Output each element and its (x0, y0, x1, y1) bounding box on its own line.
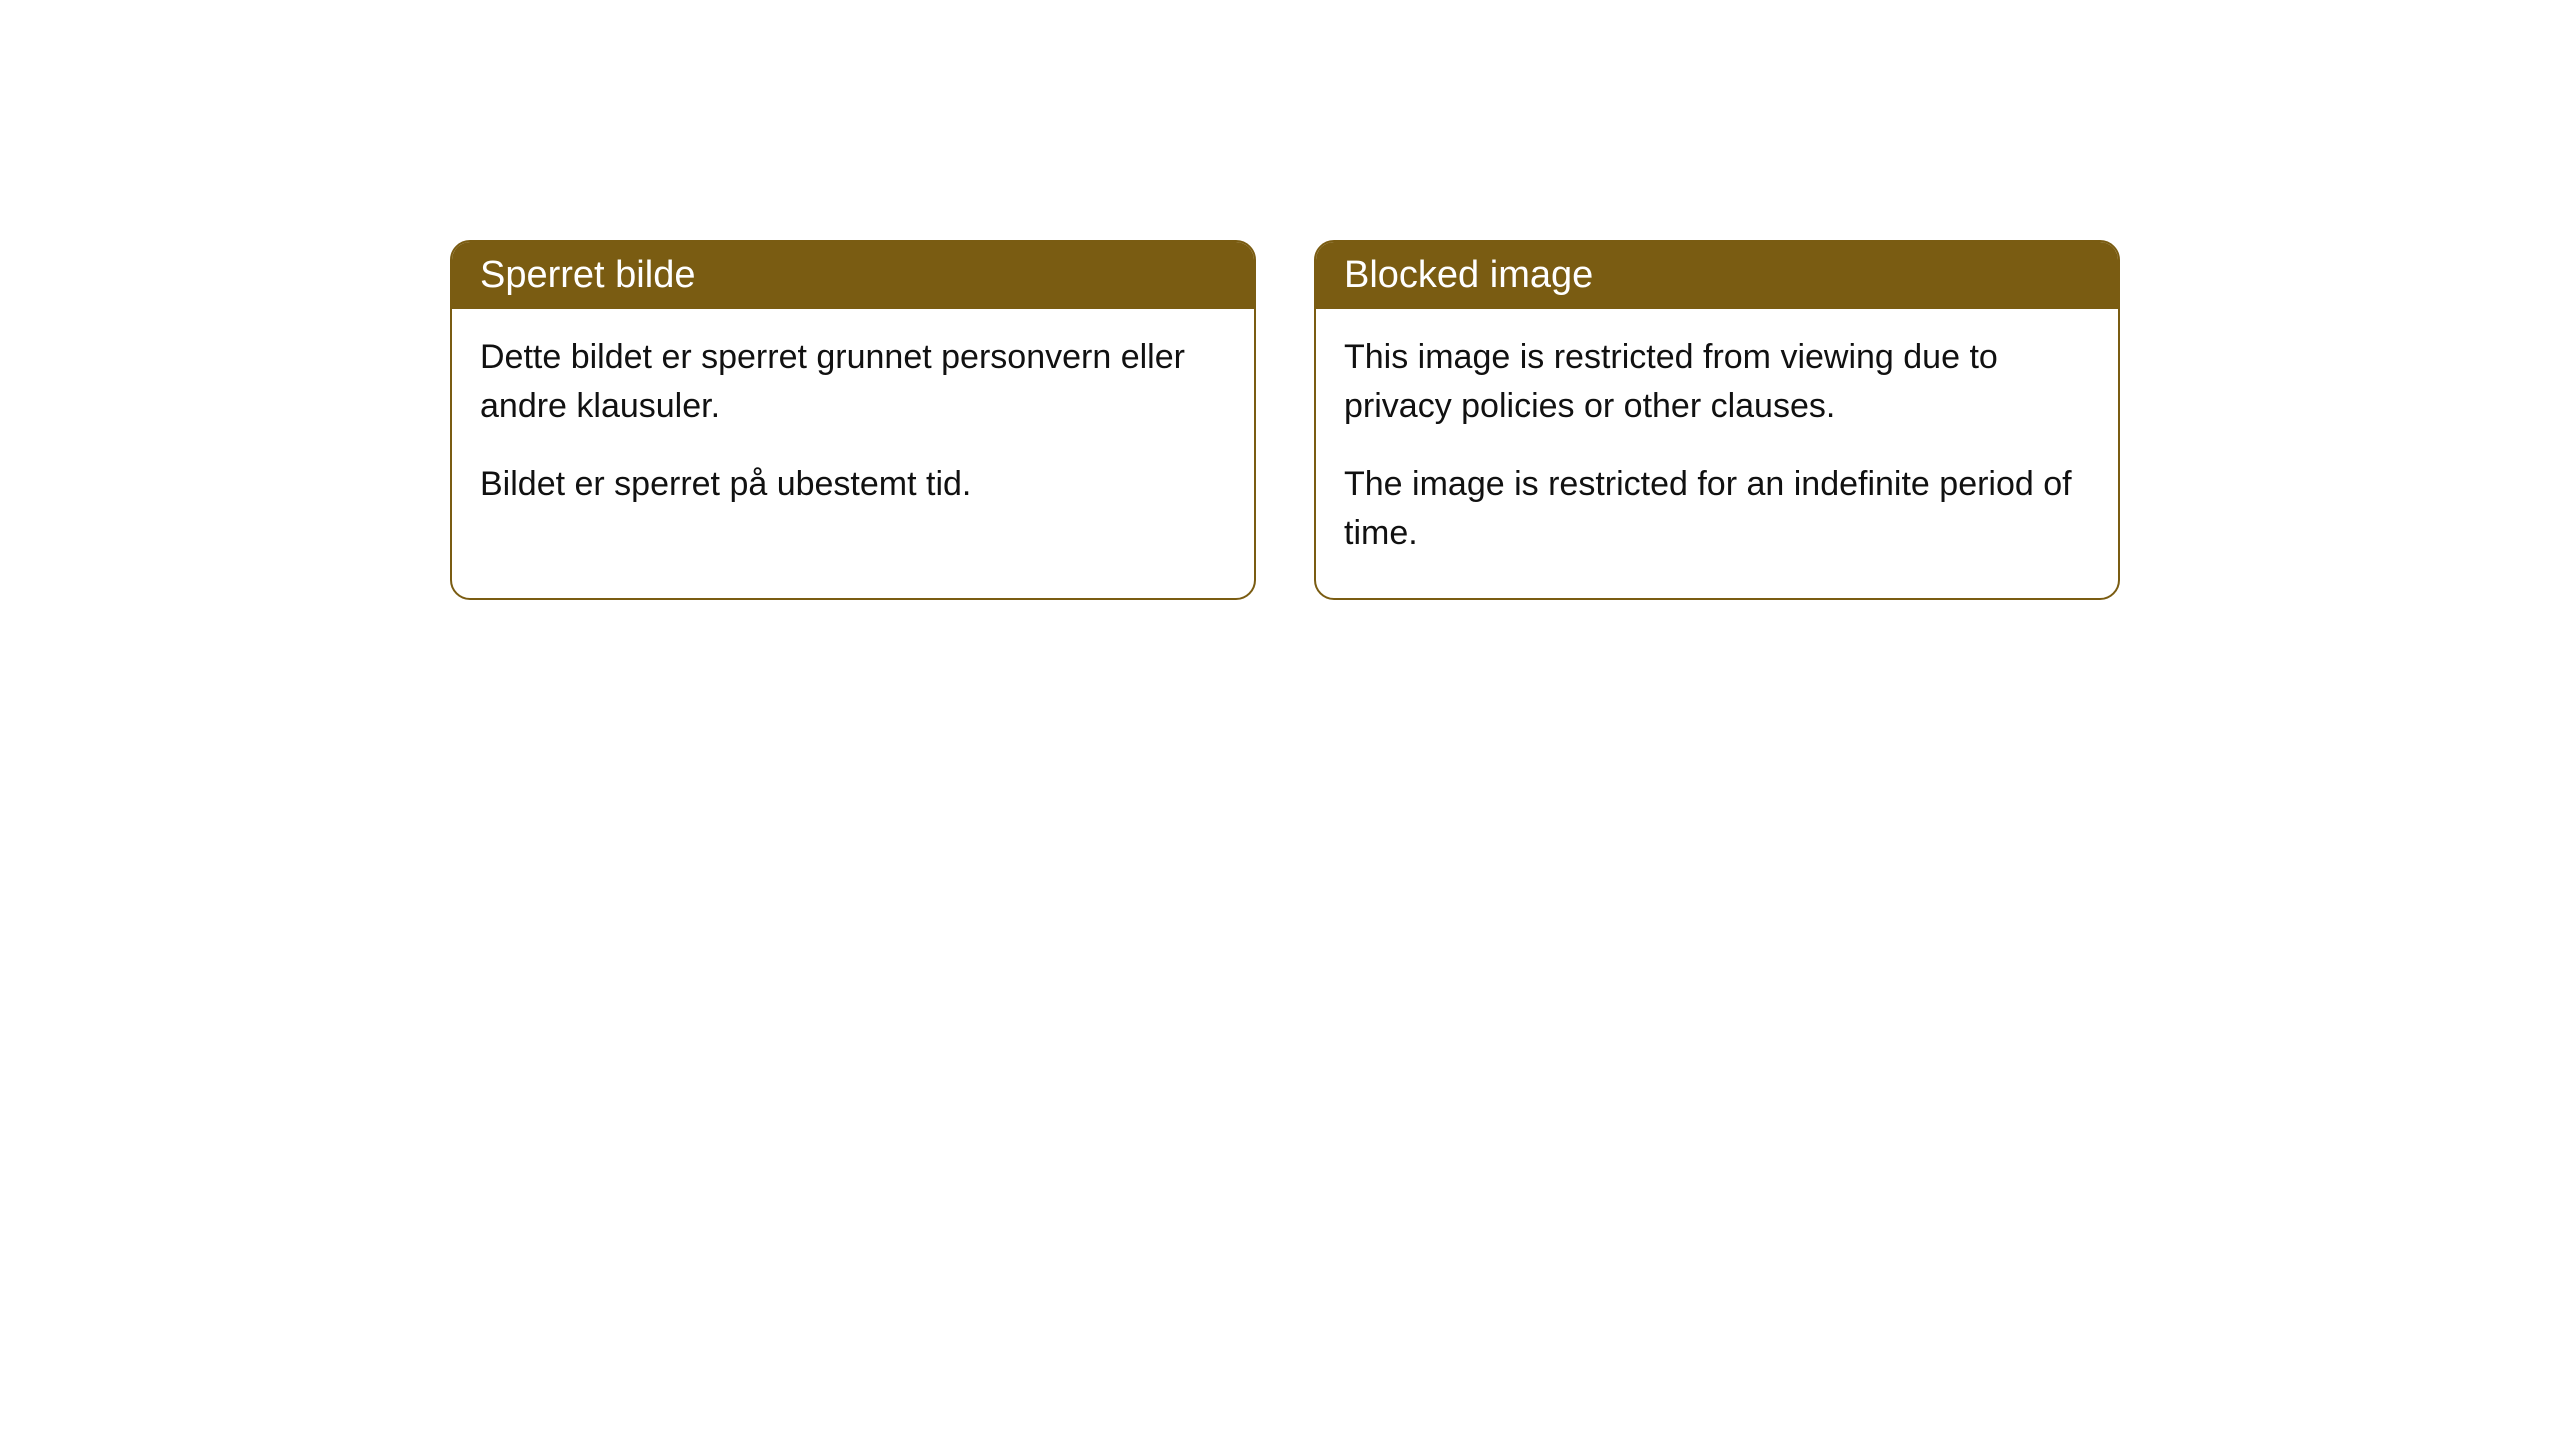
card-header-no: Sperret bilde (452, 242, 1254, 309)
notice-container: Sperret bilde Dette bildet er sperret gr… (450, 240, 2120, 600)
card-paragraph: Dette bildet er sperret grunnet personve… (480, 333, 1226, 432)
card-paragraph: Bildet er sperret på ubestemt tid. (480, 460, 1226, 509)
blocked-image-card-no: Sperret bilde Dette bildet er sperret gr… (450, 240, 1256, 600)
blocked-image-card-en: Blocked image This image is restricted f… (1314, 240, 2120, 600)
card-body-en: This image is restricted from viewing du… (1316, 309, 2118, 598)
card-paragraph: This image is restricted from viewing du… (1344, 333, 2090, 432)
card-body-no: Dette bildet er sperret grunnet personve… (452, 309, 1254, 549)
card-header-en: Blocked image (1316, 242, 2118, 309)
card-paragraph: The image is restricted for an indefinit… (1344, 460, 2090, 559)
